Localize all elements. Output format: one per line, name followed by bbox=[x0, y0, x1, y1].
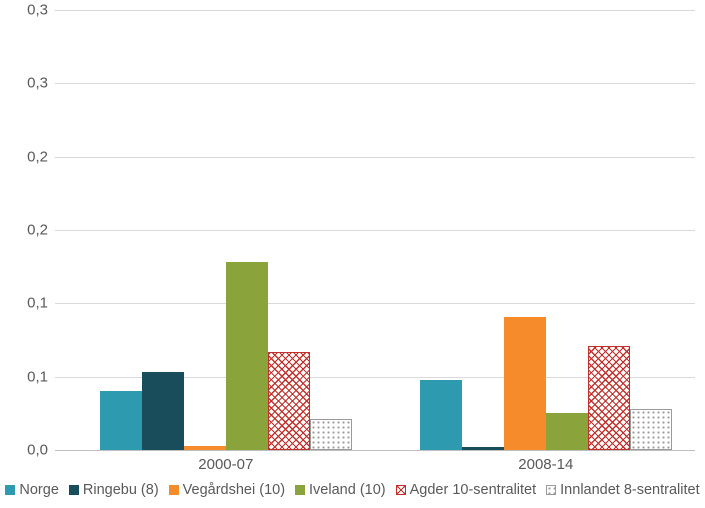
bar bbox=[184, 446, 226, 450]
y-tick-label: 0,3 bbox=[0, 2, 48, 19]
legend-item: Innlandet 8-sentralitet bbox=[546, 482, 699, 498]
x-tick-label: 2000-07 bbox=[198, 456, 253, 473]
grid-line bbox=[55, 10, 695, 11]
bar bbox=[630, 409, 672, 450]
grid-line bbox=[55, 230, 695, 231]
legend-item: Ringebu (8) bbox=[69, 482, 159, 498]
legend-swatch bbox=[5, 485, 15, 495]
bar bbox=[310, 419, 352, 450]
y-tick-label: 0,1 bbox=[0, 295, 48, 312]
legend-item: Norge bbox=[5, 482, 59, 498]
bar bbox=[588, 346, 630, 450]
bar-group bbox=[100, 262, 352, 450]
bar bbox=[142, 372, 184, 450]
bar bbox=[462, 447, 504, 450]
bar-group bbox=[420, 317, 672, 450]
legend-label: Agder 10-sentralitet bbox=[410, 482, 537, 498]
bar bbox=[504, 317, 546, 450]
grid-line bbox=[55, 83, 695, 84]
bar bbox=[546, 413, 588, 450]
bar bbox=[226, 262, 268, 450]
bar bbox=[268, 352, 310, 450]
y-tick-label: 0,2 bbox=[0, 222, 48, 239]
legend-label: Vegårdshei (10) bbox=[183, 482, 285, 498]
legend-item: Iveland (10) bbox=[295, 482, 386, 498]
legend-label: Iveland (10) bbox=[309, 482, 386, 498]
plot-area bbox=[55, 10, 695, 451]
legend-swatch bbox=[546, 485, 556, 495]
legend-label: Ringebu (8) bbox=[83, 482, 159, 498]
legend-label: Norge bbox=[19, 482, 59, 498]
legend-item: Vegårdshei (10) bbox=[169, 482, 285, 498]
bar-chart: 0,0 0,1 0,1 0,2 0,2 0,3 0,3 2000-07 2008-14 Nor… bbox=[0, 0, 705, 508]
y-tick-label: 0,1 bbox=[0, 368, 48, 385]
legend: Norge Ringebu (8) Vegårdshei (10) Iveland (… bbox=[0, 482, 705, 498]
legend-swatch bbox=[295, 485, 305, 495]
legend-label: Innlandet 8-sentralitet bbox=[560, 482, 699, 498]
y-tick-label: 0,0 bbox=[0, 442, 48, 459]
y-tick-label: 0,2 bbox=[0, 148, 48, 165]
legend-swatch bbox=[396, 485, 406, 495]
legend-swatch bbox=[169, 485, 179, 495]
legend-swatch bbox=[69, 485, 79, 495]
bar bbox=[420, 380, 462, 450]
bar bbox=[100, 391, 142, 450]
legend-item: Agder 10-sentralitet bbox=[396, 482, 537, 498]
x-tick-label: 2008-14 bbox=[518, 456, 573, 473]
grid-line bbox=[55, 157, 695, 158]
y-tick-label: 0,3 bbox=[0, 75, 48, 92]
